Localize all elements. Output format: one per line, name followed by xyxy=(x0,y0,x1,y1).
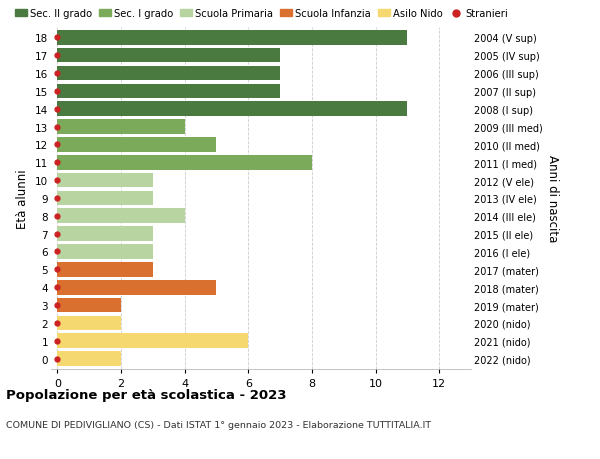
Text: COMUNE DI PEDIVIGLIANO (CS) - Dati ISTAT 1° gennaio 2023 - Elaborazione TUTTITAL: COMUNE DI PEDIVIGLIANO (CS) - Dati ISTAT… xyxy=(6,420,431,429)
Bar xyxy=(58,174,153,188)
Bar xyxy=(58,227,153,241)
Y-axis label: Età alunni: Età alunni xyxy=(16,169,29,228)
Bar xyxy=(58,316,121,330)
Bar xyxy=(58,334,248,348)
Bar xyxy=(58,156,312,170)
Bar xyxy=(58,49,280,63)
Bar xyxy=(58,67,280,81)
Bar xyxy=(58,352,121,366)
Bar xyxy=(58,263,153,277)
Y-axis label: Anni di nascita: Anni di nascita xyxy=(546,155,559,242)
Text: Popolazione per età scolastica - 2023: Popolazione per età scolastica - 2023 xyxy=(6,388,287,401)
Bar xyxy=(58,191,153,206)
Bar xyxy=(58,245,153,259)
Bar xyxy=(58,102,407,117)
Bar xyxy=(58,138,217,152)
Bar xyxy=(58,280,217,295)
Bar xyxy=(58,298,121,313)
Bar xyxy=(58,209,185,224)
Bar xyxy=(58,31,407,45)
Bar xyxy=(58,120,185,134)
Legend: Sec. II grado, Sec. I grado, Scuola Primaria, Scuola Infanzia, Asilo Nido, Stran: Sec. II grado, Sec. I grado, Scuola Prim… xyxy=(11,5,512,23)
Bar xyxy=(58,84,280,99)
